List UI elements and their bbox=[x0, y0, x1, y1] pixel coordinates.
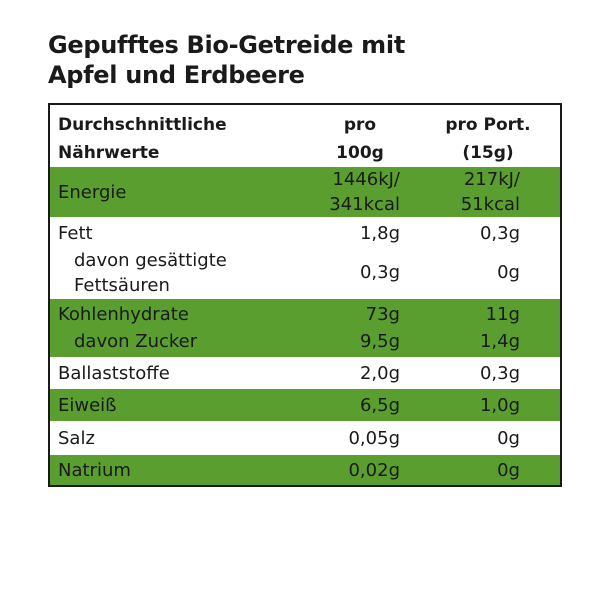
sub-nutrient-gesaettigte: davon gesättigte Fettsäuren bbox=[74, 248, 334, 298]
header-nutrient-label: Durchschnittliche Nährwerte bbox=[58, 111, 348, 167]
energy-kcal-portion: 51kcal bbox=[460, 194, 520, 215]
nutrient-name: Salz bbox=[58, 427, 95, 449]
table-row-eiweiss: Eiweiß 6,5g 1,0g bbox=[50, 389, 560, 421]
sub-value-per-100g: 9,5g bbox=[359, 331, 400, 352]
value-per-portion: 0,3g bbox=[479, 223, 520, 244]
table-row-kohlenhydrate: Kohlenhydrate 73g 11g davon Zucker 9,5g … bbox=[50, 299, 560, 357]
table-row-fett: Fett 1,8g 0,3g davon gesättigte Fettsäur… bbox=[50, 217, 560, 299]
energy-kj-100g: 1446kJ/ bbox=[332, 169, 400, 190]
table-row-natrium: Natrium 0,02g 0g bbox=[50, 455, 560, 485]
header-per-portion-line-2: (15g) bbox=[462, 143, 514, 163]
nutrient-name: Fett bbox=[58, 223, 93, 244]
header-per-100g-line-1: pro bbox=[343, 115, 377, 135]
value-per-100g: 6,5g bbox=[359, 394, 400, 416]
value-per-portion: 0g bbox=[497, 459, 520, 481]
nutrient-name: Kohlenhydrate bbox=[58, 304, 189, 325]
value-per-100g: 73g bbox=[365, 304, 400, 325]
header-nutrient-line-1: Durchschnittliche bbox=[58, 115, 227, 135]
header-per-portion: pro Port. (15g) bbox=[428, 111, 548, 167]
value-per-100g: 1,8g bbox=[359, 223, 400, 244]
value-per-portion: 0,3g bbox=[479, 362, 520, 384]
nutrient-name: Natrium bbox=[58, 459, 131, 481]
sub-value-per-100g: 0,3g bbox=[359, 262, 400, 283]
sub-value-per-portion: 0g bbox=[497, 262, 520, 283]
energy-kj-portion: 217kJ/ bbox=[463, 169, 520, 190]
value-per-portion: 11g bbox=[485, 304, 520, 325]
product-title-line-1: Gepufftes Bio-Getreide mit bbox=[48, 31, 405, 59]
product-title-line-2: Apfel und Erdbeere bbox=[48, 61, 305, 89]
value-per-portion: 217kJ/ 51kcal bbox=[410, 167, 520, 217]
table-row-energie: Energie 1446kJ/ 341kcal 217kJ/ 51kcal bbox=[50, 167, 560, 217]
header-per-portion-line-1: pro Port. bbox=[445, 115, 531, 135]
product-title: Gepufftes Bio-Getreide mit Apfel und Erd… bbox=[48, 30, 568, 90]
nutrition-table: Durchschnittliche Nährwerte pro 100g pro… bbox=[48, 103, 562, 487]
sub-nutrient-name-line-1: davon gesättigte bbox=[74, 250, 227, 271]
header-per-100g-line-2: 100g bbox=[336, 143, 384, 163]
energy-kcal-100g: 341kcal bbox=[329, 194, 400, 215]
value-per-portion: 0g bbox=[497, 427, 520, 449]
header-per-100g: pro 100g bbox=[300, 111, 420, 167]
value-per-100g: 0,05g bbox=[348, 427, 400, 449]
nutrient-name: Ballaststoffe bbox=[58, 362, 170, 384]
table-row-ballaststoffe: Ballaststoffe 2,0g 0,3g bbox=[50, 357, 560, 389]
value-per-portion: 1,0g bbox=[479, 394, 520, 416]
nutrient-name: Energie bbox=[58, 181, 127, 203]
sub-value-per-portion: 1,4g bbox=[479, 331, 520, 352]
nutrient-name: Eiweiß bbox=[58, 394, 117, 416]
table-row-salz: Salz 0,05g 0g bbox=[50, 421, 560, 455]
value-per-100g: 1446kJ/ 341kcal bbox=[280, 167, 400, 217]
table-header-row: Durchschnittliche Nährwerte pro 100g pro… bbox=[50, 111, 560, 167]
sub-nutrient-zucker: davon Zucker bbox=[74, 331, 198, 352]
value-per-100g: 2,0g bbox=[359, 362, 400, 384]
header-nutrient-line-2: Nährwerte bbox=[58, 143, 160, 163]
sub-nutrient-name-line-2: Fettsäuren bbox=[74, 275, 170, 296]
value-per-100g: 0,02g bbox=[348, 459, 400, 481]
